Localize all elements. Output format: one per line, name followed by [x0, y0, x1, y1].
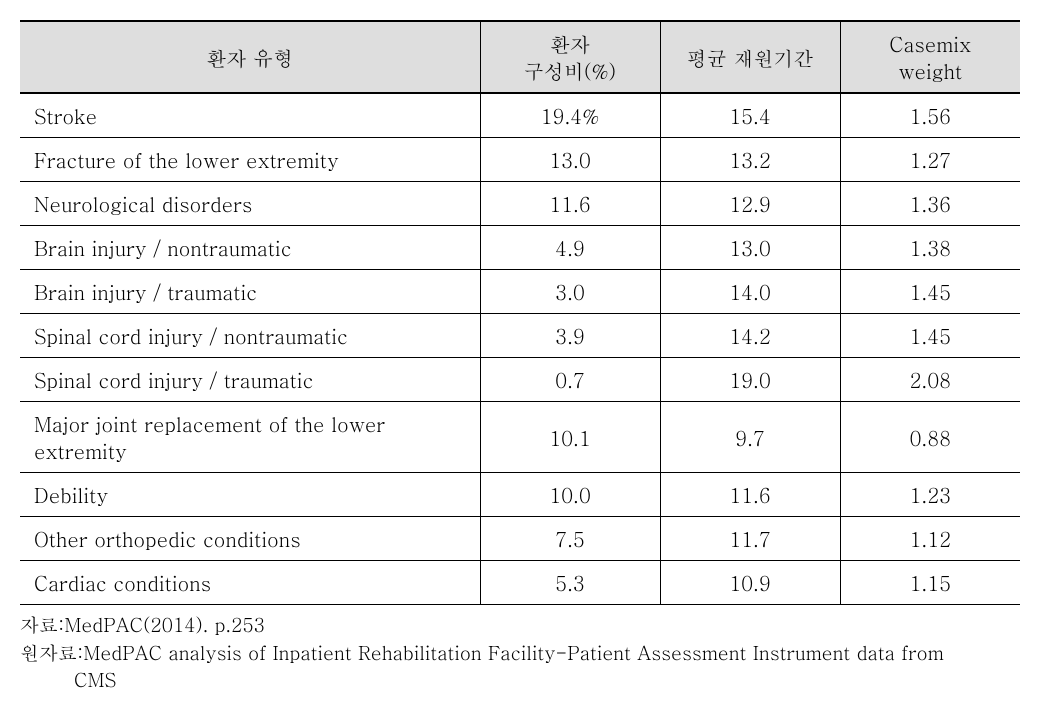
col-header-text: 환자 — [550, 29, 590, 58]
footnote-raw-source-cont: CMS — [20, 666, 1020, 694]
footnote-label: 원자료: — [20, 639, 83, 667]
cell-share: 5.3 — [480, 561, 660, 605]
cell-share: 13.0 — [480, 138, 660, 182]
cell-share: 10.1 — [480, 402, 660, 473]
cell-patient-type: Other orthopedic conditions — [20, 517, 480, 561]
col-header-los: 평균 재원기간 — [660, 21, 840, 93]
table-row: Spinal cord injury / traumatic0.719.02.0… — [20, 358, 1020, 402]
footnote-text: MedPAC analysis of Inpatient Rehabilitat… — [83, 639, 1020, 667]
col-header-text: 환자 유형 — [206, 43, 293, 72]
cell-cmw: 1.23 — [840, 473, 1020, 517]
cell-los: 12.9 — [660, 182, 840, 226]
cell-patient-type: Brain injury / traumatic — [20, 270, 480, 314]
cell-patient-type: Fracture of the lower extremity — [20, 138, 480, 182]
table-row: Major joint replacement of the lower ext… — [20, 402, 1020, 473]
footnote-raw-source: 원자료: MedPAC analysis of Inpatient Rehabi… — [20, 639, 1020, 667]
cell-los: 15.4 — [660, 93, 840, 138]
cell-patient-type: Brain injury / nontraumatic — [20, 226, 480, 270]
cell-patient-type: Spinal cord injury / nontraumatic — [20, 314, 480, 358]
cell-cmw: 1.38 — [840, 226, 1020, 270]
cell-cmw: 1.27 — [840, 138, 1020, 182]
cell-share: 11.6 — [480, 182, 660, 226]
cell-share: 10.0 — [480, 473, 660, 517]
cell-share: 7.5 — [480, 517, 660, 561]
table-row: Debility10.011.61.23 — [20, 473, 1020, 517]
cell-share: 0.7 — [480, 358, 660, 402]
col-header-text: 평균 재원기간 — [687, 43, 814, 72]
cell-los: 13.0 — [660, 226, 840, 270]
cell-share: 3.0 — [480, 270, 660, 314]
col-header-text: Casemix — [889, 29, 971, 58]
col-header-patient-type: 환자 유형 — [20, 21, 480, 93]
table-row: Fracture of the lower extremity13.013.21… — [20, 138, 1020, 182]
table-row: Brain injury / nontraumatic4.913.01.38 — [20, 226, 1020, 270]
footnote-text: MedPAC(2014). p.253 — [64, 611, 1020, 639]
cell-cmw: 0.88 — [840, 402, 1020, 473]
table-row: Spinal cord injury / nontraumatic3.914.2… — [20, 314, 1020, 358]
cell-patient-type: Spinal cord injury / traumatic — [20, 358, 480, 402]
cell-cmw: 1.45 — [840, 270, 1020, 314]
cell-patient-type: Cardiac conditions — [20, 561, 480, 605]
cell-los: 10.9 — [660, 561, 840, 605]
col-header-share: 환자 구성비(%) — [480, 21, 660, 93]
cell-cmw: 1.36 — [840, 182, 1020, 226]
cell-los: 11.7 — [660, 517, 840, 561]
table-row: Cardiac conditions5.310.91.15 — [20, 561, 1020, 605]
cell-los: 19.0 — [660, 358, 840, 402]
cell-los: 9.7 — [660, 402, 840, 473]
cell-patient-type: Major joint replacement of the lower ext… — [20, 402, 480, 473]
footnote-label: 자료: — [20, 611, 64, 639]
cell-patient-type: Stroke — [20, 93, 480, 138]
table-body: Stroke19.4%15.41.56Fracture of the lower… — [20, 93, 1020, 605]
cell-los: 14.2 — [660, 314, 840, 358]
casemix-table: 환자 유형 환자 구성비(%) 평균 재원기간 Casemix weight S… — [20, 20, 1020, 605]
cell-patient-type: Neurological disorders — [20, 182, 480, 226]
cell-share: 19.4% — [480, 93, 660, 138]
cell-cmw: 1.45 — [840, 314, 1020, 358]
col-header-text: 구성비(%) — [524, 56, 616, 85]
cell-share: 4.9 — [480, 226, 660, 270]
footnote-source: 자료: MedPAC(2014). p.253 — [20, 611, 1020, 639]
col-header-cmw: Casemix weight — [840, 21, 1020, 93]
cell-cmw: 1.15 — [840, 561, 1020, 605]
cell-cmw: 1.12 — [840, 517, 1020, 561]
cell-share: 3.9 — [480, 314, 660, 358]
footnotes: 자료: MedPAC(2014). p.253 원자료: MedPAC anal… — [20, 611, 1020, 694]
cell-cmw: 2.08 — [840, 358, 1020, 402]
cell-los: 14.0 — [660, 270, 840, 314]
table-row: Neurological disorders11.612.91.36 — [20, 182, 1020, 226]
cell-patient-type: Debility — [20, 473, 480, 517]
cell-cmw: 1.56 — [840, 93, 1020, 138]
col-header-text: weight — [898, 56, 962, 85]
table-row: Other orthopedic conditions7.511.71.12 — [20, 517, 1020, 561]
cell-los: 11.6 — [660, 473, 840, 517]
casemix-table-container: 환자 유형 환자 구성비(%) 평균 재원기간 Casemix weight S… — [20, 20, 1020, 694]
cell-los: 13.2 — [660, 138, 840, 182]
table-header-row: 환자 유형 환자 구성비(%) 평균 재원기간 Casemix weight — [20, 21, 1020, 93]
table-row: Brain injury / traumatic3.014.01.45 — [20, 270, 1020, 314]
table-row: Stroke19.4%15.41.56 — [20, 93, 1020, 138]
